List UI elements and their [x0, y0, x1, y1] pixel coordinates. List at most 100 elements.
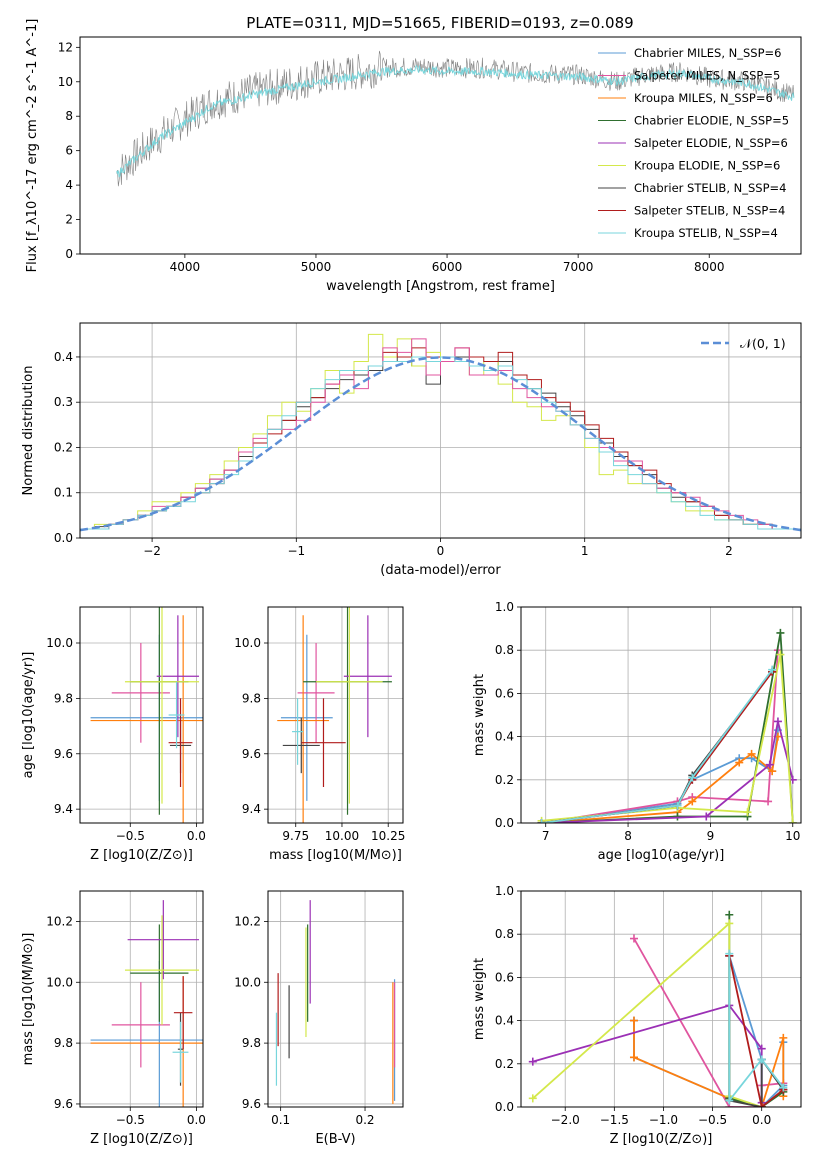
x-tick-label: 0.0 [752, 1113, 771, 1127]
point-marker [673, 801, 682, 810]
point-marker [528, 1094, 537, 1103]
errorbar-chabrier-miles [280, 634, 333, 801]
y-tick-label: 0 [65, 247, 73, 261]
point-marker [629, 934, 638, 943]
errorbar-chabrier-stelib [282, 717, 320, 774]
y-tick-label: 2 [65, 213, 73, 227]
series-salpeter-elodie [537, 717, 797, 823]
y-axis-label: Flux [f_λ10^-17 erg cm^-2 s^-1 A^-1] [25, 19, 40, 273]
errorbar-kroupa-miles [90, 615, 203, 823]
x-tick-label: 7000 [563, 260, 594, 274]
point-marker [735, 758, 744, 767]
plot-area [80, 607, 203, 823]
y-tick-label: 0.2 [495, 1057, 514, 1071]
point-marker [725, 949, 734, 958]
y-axis-label: mass [log10(M/M⊙)] [21, 933, 36, 1066]
plot-area [521, 607, 801, 823]
x-tick-label: −0.5 [116, 829, 145, 843]
x-axis-label: Z [log10(Z/Z⊙)] [90, 848, 193, 863]
x-tick-label: −1.0 [649, 1113, 678, 1127]
y-tick-label: 9.8 [54, 1036, 73, 1050]
series-chabrier-elodie [537, 628, 797, 823]
x-axis-label: Z [log10(Z/Z⊙)] [90, 1132, 193, 1147]
y-tick-label: 1.0 [495, 600, 514, 614]
errorbar-salpeter-elodie [156, 615, 200, 738]
axes-frame [79, 606, 204, 824]
x-tick-label: 0 [437, 544, 445, 558]
legend-label: Chabrier MILES, N_SSP=6 [634, 46, 781, 60]
point-marker [768, 665, 777, 674]
y-tick-label: 0.4 [495, 730, 514, 744]
legend-label: Kroupa ELODIE, N_SSP=6 [634, 159, 780, 173]
x-tick-label: −0.5 [698, 1113, 727, 1127]
errorbar-kroupa-miles [277, 615, 330, 823]
y-tick-label: 0.1 [54, 486, 73, 500]
x-tick-label: 8000 [694, 260, 725, 274]
point-marker [673, 812, 682, 821]
y-tick-label: 4 [65, 178, 73, 192]
y-tick-label: 9.4 [54, 802, 73, 816]
y-tick-label: 9.6 [242, 747, 261, 761]
axes-frame [79, 36, 802, 255]
x-axis-label: Z [log10(Z/Z⊙)] [610, 1132, 713, 1147]
plot-area [268, 607, 403, 823]
x-tick-label: 0.0 [187, 829, 206, 843]
x-tick-label: −2.0 [551, 1113, 580, 1127]
x-axis-label: age [log10(age/yr)] [598, 848, 725, 863]
point-marker [629, 1016, 638, 1025]
y-tick-label: 10.0 [234, 975, 261, 989]
point-marker [779, 1033, 788, 1042]
legend-label: Salpeter ELODIE, N_SSP=6 [634, 136, 788, 150]
y-tick-label: 6 [65, 144, 73, 158]
series-line [728, 955, 784, 1107]
axes-frame [79, 322, 802, 539]
panel-mass-vs-ebv: 0.1 0.2 9.6 9.8 10.0 10.2 E(B-V) [234, 890, 404, 1147]
series-line [728, 953, 785, 1104]
series-line [541, 669, 773, 823]
errorbar-salpeter-stelib [168, 698, 193, 787]
errorbar-salpeter-elodie [343, 615, 392, 738]
x-tick-label: 5000 [301, 260, 332, 274]
series-kroupa-stelib [537, 665, 777, 823]
x-tick-label: 4000 [170, 260, 201, 274]
series-chabrier-miles [629, 951, 788, 1107]
x-axis-label: wavelength [Angstrom, rest frame] [326, 279, 555, 294]
plot-area [80, 891, 203, 1107]
series-salpeter-stelib [537, 667, 777, 823]
x-tick-label: −1 [287, 544, 305, 558]
y-tick-label: 10.0 [46, 636, 73, 650]
panels: 4000 5000 6000 7000 8000024681012wavelength … [21, 19, 802, 1147]
y-tick-label: 10.0 [234, 636, 261, 650]
y-tick-label: 0.0 [54, 531, 73, 545]
point-marker [725, 1096, 734, 1105]
errorbar-salpeter-stelib [301, 698, 346, 787]
y-tick-label: 0.2 [54, 440, 73, 454]
point-marker [757, 1044, 766, 1053]
point-marker [764, 797, 773, 806]
legend: Chabrier MILES, N_SSP=6 Salpeter MILES, N… [598, 46, 789, 240]
point-marker [757, 1055, 766, 1064]
series-line [541, 632, 794, 823]
y-tick-label: 10.2 [46, 914, 73, 928]
legend-label: Salpeter MILES, N_SSP=5 [634, 69, 780, 83]
y-tick-label: 9.6 [54, 747, 73, 761]
plot-area [80, 323, 801, 538]
x-tick-label: 0.2 [355, 1113, 374, 1127]
errorbar-kroupa-elodie [124, 915, 200, 1025]
x-tick-label: −2 [143, 544, 161, 558]
y-tick-label: 0.6 [495, 686, 514, 700]
x-tick-label: 8 [624, 829, 632, 843]
x-axis-label: (data-model)/error [380, 563, 501, 578]
x-tick-label: 9 [707, 829, 715, 843]
y-tick-label: 0.3 [54, 395, 73, 409]
axes-frame [520, 890, 802, 1108]
y-tick-label: 9.8 [242, 691, 261, 705]
point-marker [757, 1103, 766, 1107]
y-tick-label: 0.0 [495, 816, 514, 830]
x-tick-label: 10 [785, 829, 800, 843]
errorbar-kroupa-elodie [316, 607, 383, 804]
series-chabrier-stelib [537, 667, 777, 823]
y-tick-label: 1.0 [495, 884, 514, 898]
point-marker [688, 773, 697, 782]
y-tick-label: 9.8 [54, 691, 73, 705]
